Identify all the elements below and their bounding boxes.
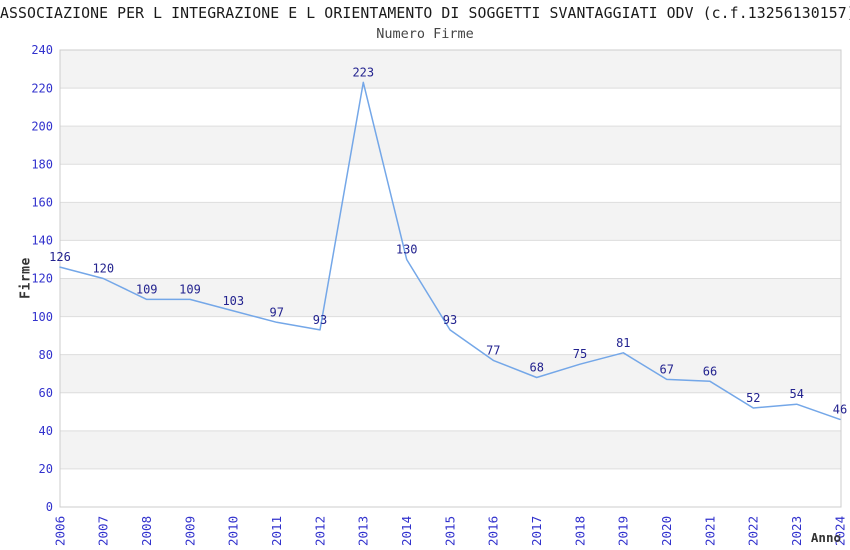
y-tick-label: 200 [31,119,53,133]
y-tick-label: 140 [31,234,53,248]
x-tick-label: 2015 [442,516,457,546]
data-point-label: 75 [573,347,587,361]
chart-subtitle: Numero Firme [376,26,474,42]
plot-band [60,354,841,393]
y-tick-label: 180 [31,157,53,171]
x-tick-label: 2016 [486,516,501,546]
data-point-label: 109 [179,282,201,296]
data-point-label: 68 [529,361,543,375]
y-tick-label: 100 [31,310,53,324]
data-point-label: 46 [833,402,847,416]
x-tick-label: 2013 [356,516,371,546]
y-tick-label: 220 [31,81,53,95]
y-tick-label: 20 [39,462,53,476]
data-point-label: 66 [703,364,717,378]
x-tick-label: 2022 [746,516,761,546]
data-point-label: 120 [92,262,114,276]
x-tick-label: 2014 [399,516,414,546]
data-point-label: 130 [396,243,418,257]
x-tick-label: 2009 [182,516,197,546]
x-tick-label: 2023 [789,516,804,546]
data-point-label: 109 [136,282,158,296]
plot-band [60,50,841,89]
data-point-label: 126 [49,250,71,264]
plot-border [59,49,842,508]
x-tick-label: 2024 [832,516,847,546]
y-axis-title: Firme [18,257,34,299]
data-point-label: 67 [659,362,673,376]
data-point-label: 54 [789,387,803,401]
y-tick-label: 160 [31,196,53,210]
y-tick-label: 40 [39,424,53,438]
y-tick-label: 240 [31,43,53,57]
plot-band [60,202,841,241]
x-tick-label: 2008 [139,516,154,546]
data-point-label: 223 [352,65,374,79]
y-tick-label: 80 [39,348,53,362]
data-point-label: 103 [222,294,244,308]
data-line [59,81,841,421]
x-tick-label: 2011 [269,516,284,546]
x-tick-label: 2012 [312,516,327,546]
data-point-label: 93 [313,313,327,327]
x-tick-label: 2018 [572,516,587,546]
x-tick-label: 2019 [616,516,631,546]
x-tick-label: 2010 [226,516,241,546]
x-tick-label: 2017 [529,516,544,546]
chart-title: ASSOCIAZIONE PER L INTEGRAZIONE E L ORIE… [0,5,850,22]
plot-band [60,278,841,317]
y-tick-label: 120 [31,272,53,286]
x-tick-label: 2006 [52,516,67,546]
plot-band [60,126,841,165]
data-point-label: 81 [616,336,630,350]
y-tick-label: 0 [46,500,53,514]
y-tick-label: 60 [39,386,53,400]
plot-band [60,430,841,469]
data-point-label: 77 [486,343,500,357]
data-point-label: 52 [746,391,760,405]
x-tick-label: 2020 [659,516,674,546]
data-point-label: 97 [269,305,283,319]
x-axis-title: Anno [810,530,841,545]
data-point-label: 93 [443,313,457,327]
x-tick-label: 2007 [96,516,111,546]
x-tick-label: 2021 [702,516,717,546]
